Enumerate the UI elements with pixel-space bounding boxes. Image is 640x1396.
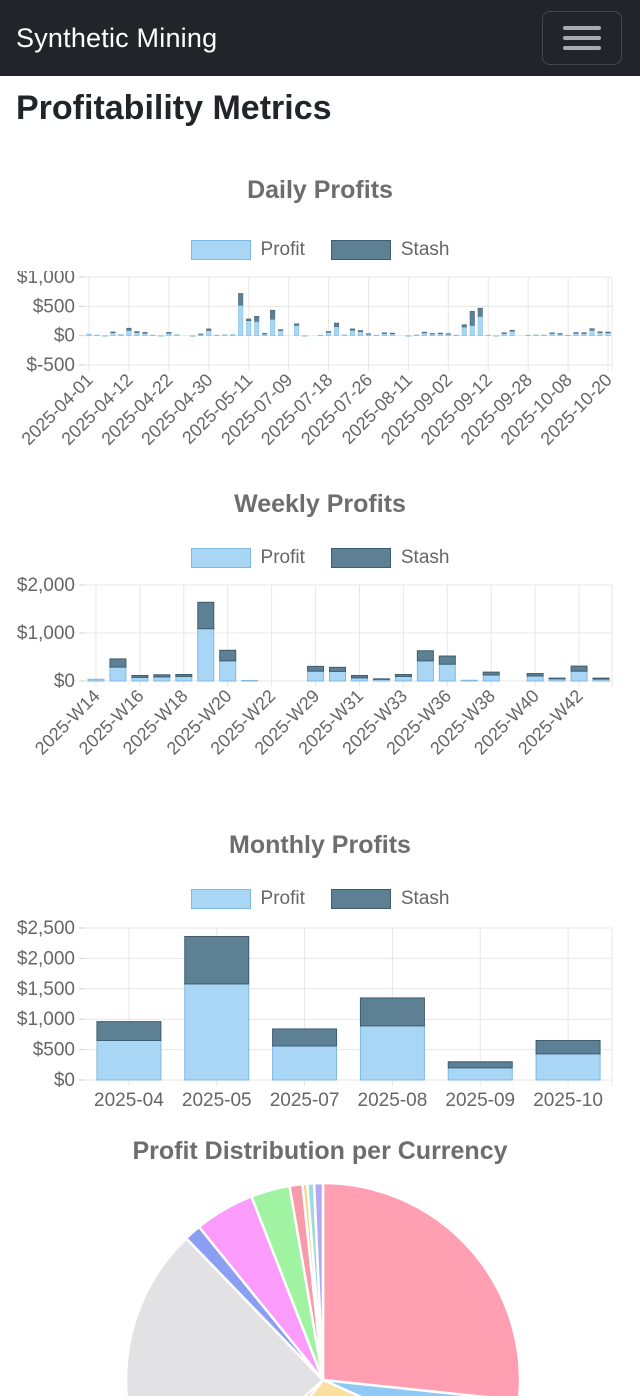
legend-item-stash[interactable]: Stash — [331, 888, 450, 910]
svg-text:2025-10: 2025-10 — [533, 1090, 603, 1111]
svg-text:$0: $0 — [54, 1070, 75, 1091]
navbar: Synthetic Mining — [0, 0, 640, 76]
daily-profits-chart: Daily Profits Profit Stash $1,000 $500 $0 $… — [0, 129, 640, 471]
legend-label-profit: Profit — [261, 888, 305, 910]
monthly-profits-chart: Monthly Profits Profit Stash $2,500 $2,00… — [0, 782, 640, 1112]
legend-label-stash: Stash — [401, 888, 450, 910]
legend-item-profit[interactable]: Profit — [191, 888, 305, 910]
stash-swatch-icon — [331, 240, 391, 260]
chart-legend: Profit Stash — [0, 888, 640, 910]
stash-swatch-icon — [331, 548, 391, 568]
chart-legend: Profit Stash — [0, 239, 640, 261]
menu-toggle-button[interactable] — [542, 11, 622, 65]
svg-text:$-500: $-500 — [26, 355, 75, 376]
currency-distribution-chart: Profit Distribution per Currency — [0, 1112, 640, 1396]
svg-text:$2,000: $2,000 — [17, 577, 75, 596]
weekly-profits-chart: Weekly Profits Profit Stash $2,000 $1,000… — [0, 471, 640, 782]
legend-label-stash: Stash — [401, 239, 450, 261]
monthly-profits-canvas[interactable]: $2,500 $2,000 $1,500 $1,000 $500 $0 2025-04 202… — [0, 920, 640, 1112]
svg-text:$1,000: $1,000 — [17, 271, 75, 288]
weekly-profits-canvas[interactable]: $2,000$1,000$02025-W142025-W162025-W1820… — [0, 577, 640, 782]
svg-text:$500: $500 — [33, 296, 75, 317]
hamburger-icon — [563, 26, 601, 50]
svg-text:$2,000: $2,000 — [17, 948, 75, 969]
page-title: Profitability Metrics — [16, 88, 624, 129]
profit-swatch-icon — [191, 889, 251, 909]
svg-text:$1,500: $1,500 — [17, 979, 75, 1000]
svg-text:$0: $0 — [54, 671, 75, 692]
svg-text:2025-05: 2025-05 — [182, 1090, 252, 1111]
chart-legend: Profit Stash — [0, 547, 640, 569]
chart-title-daily: Daily Profits — [0, 175, 640, 205]
brand: Synthetic Mining — [16, 23, 217, 54]
legend-item-profit[interactable]: Profit — [191, 239, 305, 261]
svg-text:2025-08: 2025-08 — [358, 1090, 428, 1111]
svg-text:$1,000: $1,000 — [17, 623, 75, 644]
profit-swatch-icon — [191, 240, 251, 260]
legend-item-stash[interactable]: Stash — [331, 547, 450, 569]
chart-title-weekly: Weekly Profits — [0, 489, 640, 519]
legend-label-stash: Stash — [401, 547, 450, 569]
legend-item-profit[interactable]: Profit — [191, 547, 305, 569]
svg-text:$1,000: $1,000 — [17, 1009, 75, 1030]
chart-title-pie: Profit Distribution per Currency — [0, 1136, 640, 1166]
svg-text:$2,500: $2,500 — [17, 920, 75, 939]
currency-pie-canvas[interactable] — [0, 1170, 640, 1396]
legend-label-profit: Profit — [261, 547, 305, 569]
legend-item-stash[interactable]: Stash — [331, 239, 450, 261]
chart-title-monthly: Monthly Profits — [0, 830, 640, 860]
svg-text:2025-04: 2025-04 — [94, 1090, 164, 1111]
profit-swatch-icon — [191, 548, 251, 568]
stash-swatch-icon — [331, 889, 391, 909]
svg-text:$0: $0 — [54, 325, 75, 346]
legend-label-profit: Profit — [261, 239, 305, 261]
svg-text:$500: $500 — [33, 1039, 75, 1060]
svg-text:2025-09: 2025-09 — [445, 1090, 515, 1111]
svg-text:2025-07: 2025-07 — [270, 1090, 340, 1111]
daily-profits-canvas[interactable]: $1,000$500$0$-5002025-04-012025-04-12202… — [0, 271, 640, 471]
